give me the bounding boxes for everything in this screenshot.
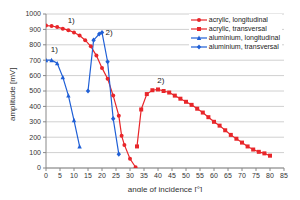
svg-text:45: 45	[168, 172, 176, 179]
svg-text:20: 20	[98, 172, 106, 179]
svg-text:85: 85	[280, 172, 288, 179]
svg-text:50: 50	[182, 172, 190, 179]
svg-text:2): 2)	[157, 76, 164, 85]
svg-text:60: 60	[210, 172, 218, 179]
svg-text:100: 100	[29, 149, 41, 156]
svg-text:5: 5	[58, 172, 62, 179]
svg-text:400: 400	[29, 103, 41, 110]
svg-text:25: 25	[112, 172, 120, 179]
svg-text:1): 1)	[68, 16, 75, 25]
svg-text:amplitude [mV]: amplitude [mV]	[8, 68, 17, 121]
svg-text:15: 15	[84, 172, 92, 179]
svg-text:600: 600	[29, 72, 41, 79]
svg-text:35: 35	[140, 172, 148, 179]
svg-text:1000: 1000	[25, 10, 41, 17]
html-text:aluminium, transversal: aluminium, transversal	[208, 43, 279, 50]
svg-text:30: 30	[126, 172, 134, 179]
html-text:aluminium, longitudinal: aluminium, longitudinal	[208, 34, 280, 41]
svg-text:80: 80	[266, 172, 274, 179]
svg-text:800: 800	[29, 41, 41, 48]
svg-text:500: 500	[29, 87, 41, 94]
svg-text:angle of incidence [°]: angle of incidence [°]	[128, 185, 202, 192]
svg-text:0: 0	[44, 172, 48, 179]
svg-text:75: 75	[252, 172, 260, 179]
svg-text:55: 55	[196, 172, 204, 179]
svg-text:1): 1)	[51, 45, 58, 54]
html-text:acrylic, longitudinal: acrylic, longitudinal	[208, 16, 268, 23]
svg-text:200: 200	[29, 134, 41, 141]
svg-text:70: 70	[238, 172, 246, 179]
svg-text:900: 900	[29, 26, 41, 33]
svg-text:40: 40	[154, 172, 162, 179]
svg-text:10: 10	[70, 172, 78, 179]
svg-text:0: 0	[37, 164, 41, 171]
svg-text:300: 300	[29, 118, 41, 125]
html-text:acrylic, transversal: acrylic, transversal	[208, 25, 267, 32]
svg-text:65: 65	[224, 172, 232, 179]
svg-text:2): 2)	[105, 28, 112, 37]
svg-text:700: 700	[29, 57, 41, 64]
